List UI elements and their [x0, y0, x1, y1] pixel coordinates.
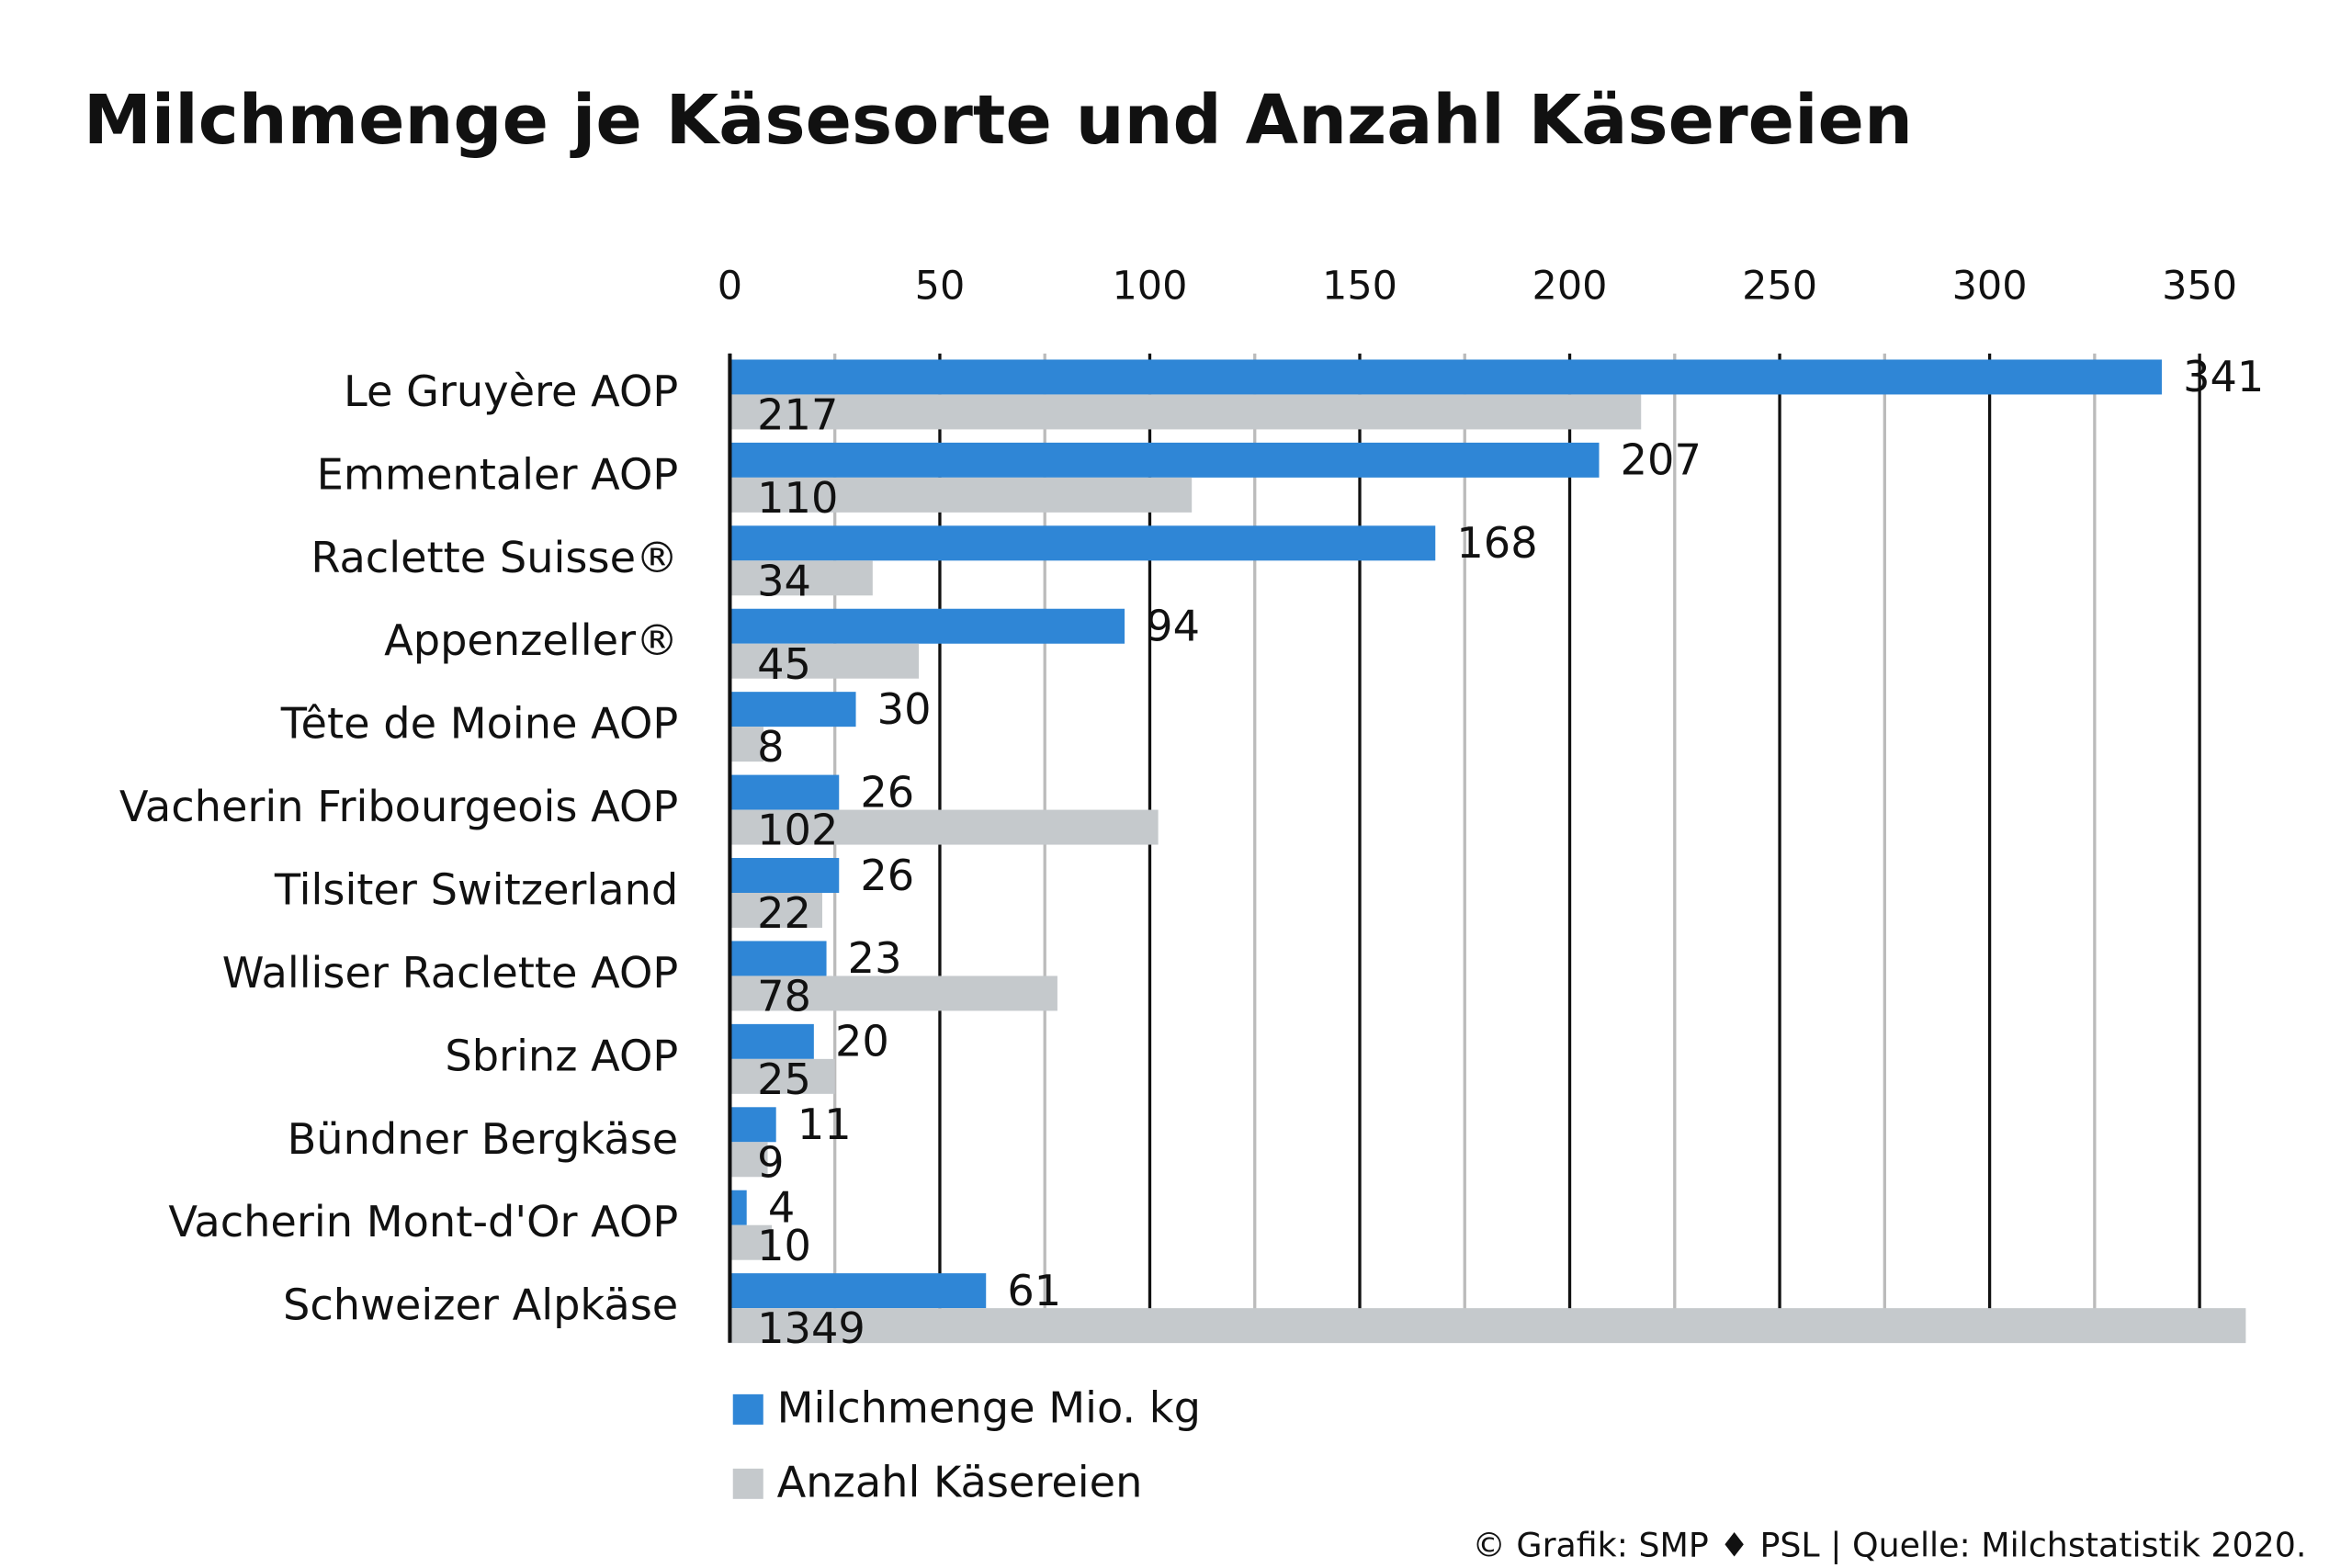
value-label: 61: [1007, 1266, 1061, 1315]
bar: [729, 1023, 814, 1059]
value-label: 22: [757, 888, 811, 938]
value-label: 25: [757, 1055, 811, 1104]
y-tick-label: Tête de Moine AOP: [280, 699, 679, 749]
x-tick-label: 150: [1322, 263, 1397, 309]
chart-title: Milchmenge je Käsesorte und Anzahl Käser…: [84, 80, 1913, 160]
value-label: 110: [757, 473, 838, 523]
bar: [729, 893, 822, 928]
legend-label: Milchmenge Mio. kg: [777, 1383, 1201, 1433]
bar: [729, 477, 1193, 513]
value-label: 11: [797, 1100, 852, 1149]
x-tick-label: 0: [718, 263, 742, 309]
value-label: 207: [1621, 435, 1702, 485]
value-label: 168: [1456, 518, 1537, 568]
bar: [729, 976, 1057, 1011]
x-tick-label: 300: [1952, 263, 2028, 309]
y-tick-label: Sbrinz AOP: [445, 1031, 678, 1080]
bar: [729, 858, 840, 894]
bar: [729, 1273, 987, 1309]
bar: [729, 1190, 747, 1225]
value-label: 4: [768, 1183, 795, 1233]
y-tick-label: Vacherin Fribourgeois AOP: [119, 782, 678, 831]
y-tick-label: Walliser Raclette AOP: [222, 948, 679, 998]
value-label: 102: [757, 806, 838, 855]
bar: [729, 560, 873, 596]
x-tick-label: 50: [915, 263, 966, 309]
bars: [729, 359, 2246, 1344]
value-label: 217: [757, 390, 838, 440]
y-tick-label: Appenzeller®: [384, 615, 678, 665]
y-tick-label: Bündner Bergkäse: [288, 1114, 679, 1164]
bar: [729, 1224, 773, 1260]
value-label: 78: [757, 972, 811, 1021]
bar: [729, 643, 920, 679]
value-label: 26: [860, 767, 914, 817]
value-label: 9: [757, 1137, 784, 1187]
value-label: 26: [860, 851, 914, 900]
value-label: 20: [835, 1017, 889, 1066]
bar: [729, 1308, 2246, 1344]
value-label: 8: [757, 722, 784, 772]
y-tick-label: Schweizer Alpkäse: [283, 1280, 678, 1330]
y-tick-label: Emmentaler AOP: [317, 449, 679, 499]
y-tick-label: Vacherin Mont-d'Or AOP: [168, 1197, 678, 1247]
value-label: 341: [2183, 352, 2264, 401]
bar: [729, 774, 840, 810]
value-label: 45: [757, 639, 811, 689]
bar: [729, 809, 1159, 845]
x-tick-label: 250: [1742, 263, 1817, 309]
value-label: 10: [757, 1221, 811, 1270]
value-label: 34: [757, 556, 811, 605]
bar: [729, 941, 827, 976]
bar: [729, 525, 1436, 561]
bar: [729, 727, 763, 762]
bar: [729, 394, 1642, 430]
bar: [729, 692, 856, 728]
value-label: 30: [877, 684, 932, 734]
y-tick-label: Raclette Suisse®: [311, 533, 678, 582]
bar: [729, 359, 2162, 395]
value-label: 94: [1146, 602, 1200, 651]
bar: [729, 1058, 835, 1094]
legend-label: Anzahl Käsereien: [777, 1457, 1143, 1506]
bar: [729, 442, 1600, 478]
legend-swatch: [732, 1468, 763, 1499]
bar: [729, 1142, 768, 1178]
bar: [729, 1107, 776, 1143]
legend-swatch: [732, 1393, 763, 1425]
value-label: 1349: [757, 1303, 865, 1353]
source-note: © Grafik: SMP ♦ PSL | Quelle: Milchstati…: [1473, 1526, 2307, 1565]
x-tick-label: 350: [2162, 263, 2237, 309]
y-tick-label: Tilsiter Switzerland: [274, 865, 678, 915]
y-tick-label: Le Gruyère AOP: [344, 367, 678, 416]
x-tick-label: 200: [1532, 263, 1608, 309]
bar: [729, 608, 1125, 644]
value-label: 23: [848, 933, 902, 983]
x-tick-label: 100: [1112, 263, 1187, 309]
